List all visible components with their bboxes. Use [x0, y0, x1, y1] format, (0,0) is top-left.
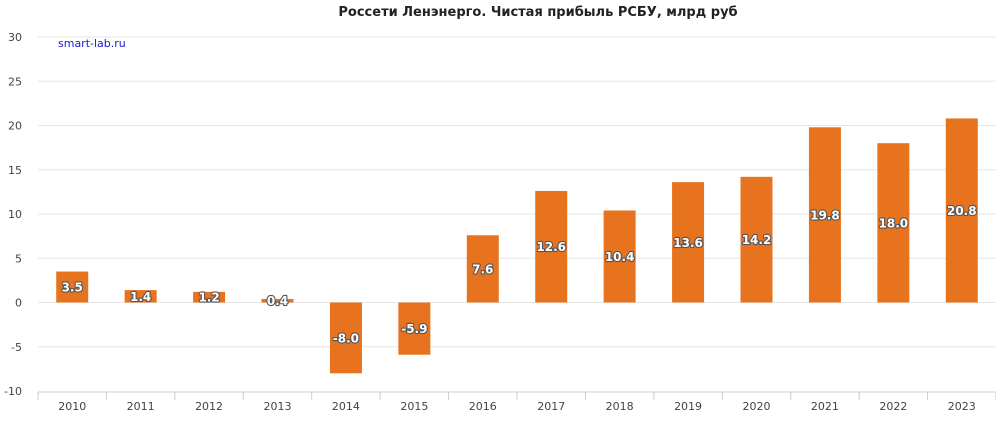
x-tick-label: 2012 [195, 400, 223, 413]
data-label: 10.4 [605, 250, 635, 264]
data-label: 12.6 [536, 240, 566, 254]
data-label: 14.2 [742, 233, 772, 247]
data-label: 1.2 [198, 291, 219, 305]
y-tick-label: 5 [15, 252, 22, 265]
x-tick-label: 2021 [811, 400, 839, 413]
data-label: 13.6 [673, 236, 703, 250]
x-tick-label: 2022 [879, 400, 907, 413]
y-tick-label: 20 [8, 120, 22, 133]
bar[interactable] [466, 235, 499, 303]
x-tick-label: 2018 [606, 400, 634, 413]
y-tick-label: -10 [4, 385, 22, 398]
bar[interactable] [877, 143, 910, 303]
bar[interactable] [808, 127, 841, 303]
bar[interactable] [672, 182, 705, 303]
y-tick-label: 25 [8, 75, 22, 88]
bar[interactable] [398, 302, 431, 355]
y-axis-ticks: -10 -5 0 5 10 15 20 25 30 [4, 31, 22, 398]
y-tick-label: -5 [11, 341, 22, 354]
x-tick-label: 2015 [400, 400, 428, 413]
grid-lines [38, 36, 996, 348]
data-label: 3.5 [62, 281, 83, 295]
x-tick-label: 2017 [537, 400, 565, 413]
data-label: 20.8 [947, 204, 977, 218]
x-tick-label: 2019 [674, 400, 702, 413]
data-label: 1.4 [130, 290, 151, 304]
x-axis [37, 391, 996, 400]
bar[interactable] [56, 271, 89, 303]
x-tick-label: 2014 [332, 400, 360, 413]
x-tick-label: 2016 [469, 400, 497, 413]
data-label: 19.8 [810, 208, 840, 222]
bar[interactable] [945, 118, 978, 303]
y-tick-label: 30 [8, 31, 22, 44]
x-tick-label: 2013 [264, 400, 292, 413]
y-tick-label: 0 [15, 297, 22, 310]
bar[interactable] [193, 291, 226, 303]
y-tick-label: 10 [8, 208, 22, 221]
bar[interactable] [740, 176, 773, 303]
data-label: 18.0 [879, 216, 909, 230]
data-labels: 3.5 1.4 1.2 0.4 -8.0 -5.9 7.6 12.6 10.4 13.6 14.2 1… [60, 203, 977, 347]
x-tick-label: 2010 [58, 400, 86, 413]
data-label: 7.6 [472, 262, 493, 276]
data-label: 0.4 [267, 294, 288, 308]
bar[interactable] [124, 290, 157, 303]
x-tick-label: 2023 [948, 400, 976, 413]
bar[interactable] [535, 190, 568, 303]
bar[interactable] [329, 302, 362, 374]
data-label: -5.9 [401, 322, 427, 336]
x-tick-label: 2020 [743, 400, 771, 413]
chart-title: Россети Ленэнерго. Чистая прибыль РСБУ, … [338, 5, 737, 20]
data-label: -8.0 [333, 331, 359, 345]
watermark-text: smart-lab.ru [58, 37, 126, 50]
bar[interactable] [603, 210, 636, 303]
x-tick-label: 2011 [127, 400, 155, 413]
bar[interactable] [261, 298, 294, 303]
x-axis-ticks: 2010 2011 2012 2013 2014 2015 2016 2017 2018 2019… [58, 400, 976, 413]
bars [56, 118, 978, 374]
y-tick-label: 15 [8, 164, 22, 177]
